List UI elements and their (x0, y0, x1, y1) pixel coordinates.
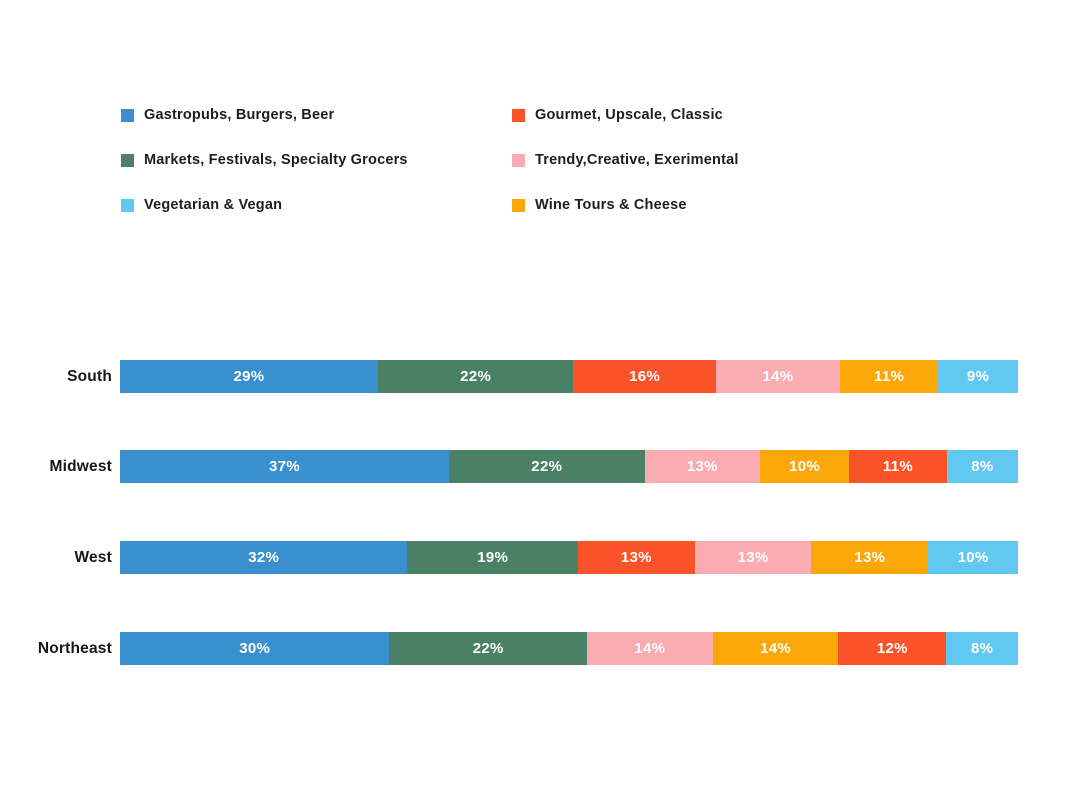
stacked-bar: 30% 22% 14% 14% 12% 8% (120, 632, 1019, 665)
legend-swatch-icon (512, 153, 525, 167)
legend: Gastropubs, Burgers, Beer Markets, Festiv… (121, 106, 903, 214)
bar-segment: 14% (712, 632, 839, 665)
legend-item: Vegetarian & Vegan (121, 196, 512, 214)
chart-row: South 29% 22% 16% 14% 11% 9% (0, 360, 1018, 393)
bar-segment: 11% (849, 450, 947, 483)
legend-label: Wine Tours & Cheese (535, 197, 687, 213)
segment-value-label: 13% (620, 549, 652, 566)
legend-column-left: Gastropubs, Burgers, Beer Markets, Festiv… (121, 106, 512, 214)
segment-value-label: 30% (239, 640, 271, 657)
bar-segment: 8% (946, 450, 1018, 483)
segment-value-label: 22% (460, 368, 492, 385)
legend-swatch-icon (121, 108, 134, 122)
segment-value-label: 29% (233, 368, 265, 385)
segment-value-label: 32% (248, 549, 280, 566)
bar-segment: 10% (760, 450, 850, 483)
bar-segment: 22% (389, 632, 587, 665)
category-label: South (67, 368, 112, 385)
segment-value-label: 11% (882, 458, 914, 475)
stacked-bar: 37% 22% 13% 10% 11% 8% (120, 450, 1018, 483)
chart-row: Northeast 30% 22% 14% 14% 12% 8% (0, 632, 1019, 665)
chart-row: Midwest 37% 22% 13% 10% 11% 8% (0, 450, 1018, 483)
segment-value-label: 13% (854, 549, 886, 566)
bar-segment: 11% (840, 360, 938, 393)
segment-value-label: 22% (472, 640, 504, 657)
category-label: West (74, 549, 112, 566)
chart-row: West 32% 19% 13% 13% 13% 10% (0, 541, 1018, 574)
segment-value-label: 22% (531, 458, 563, 475)
segment-value-label: 37% (269, 458, 300, 475)
segment-value-label: 11% (874, 368, 905, 385)
bar-segment: 29% (120, 360, 378, 393)
bar-segment: 13% (577, 541, 695, 574)
segment-value-label: 10% (789, 458, 821, 475)
category-label: Midwest (49, 458, 112, 475)
bar-segment: 13% (694, 541, 812, 574)
legend-swatch-icon (512, 108, 525, 122)
segment-value-label: 14% (634, 640, 666, 657)
bar-segment: 14% (715, 360, 841, 393)
category-label: Northeast (37, 640, 112, 657)
legend-item: Gourmet, Upscale, Classic (512, 106, 903, 124)
legend-label: Gourmet, Upscale, Classic (535, 107, 723, 123)
stacked-bar: 32% 19% 13% 13% 13% 10% (120, 541, 1018, 574)
bar-segment: 19% (407, 541, 578, 574)
legend-label: Trendy,Creative, Exerimental (535, 152, 739, 168)
segment-value-label: 9% (966, 368, 990, 385)
legend-item: Wine Tours & Cheese (512, 196, 903, 214)
bar-segment: 12% (838, 632, 947, 665)
legend-label: Vegetarian & Vegan (144, 197, 283, 213)
bar-segment: 10% (928, 541, 1018, 574)
segment-value-label: 13% (686, 458, 718, 475)
legend-swatch-icon (121, 153, 134, 167)
bar-segment: 9% (937, 360, 1018, 393)
bar-segment: 14% (586, 632, 713, 665)
bar-segment: 32% (120, 541, 408, 574)
segment-value-label: 8% (971, 458, 994, 475)
legend-item: Trendy,Creative, Exerimental (512, 151, 903, 169)
segment-value-label: 12% (876, 640, 908, 657)
legend-item: Markets, Festivals, Specialty Grocers (121, 151, 512, 169)
segment-value-label: 10% (957, 549, 989, 566)
segment-value-label: 19% (477, 549, 509, 566)
segment-value-label: 16% (629, 368, 661, 385)
bar-segment: 13% (644, 450, 761, 483)
legend-column-right: Gourmet, Upscale, Classic Trendy,Creative… (512, 106, 903, 214)
legend-label: Markets, Festivals, Specialty Grocers (144, 152, 408, 168)
segment-value-label: 13% (737, 549, 769, 566)
stacked-bar: 29% 22% 16% 14% 11% 9% (120, 360, 1018, 393)
bar-segment: 16% (573, 360, 716, 393)
bar-segment: 30% (120, 632, 390, 665)
segment-value-label: 8% (970, 640, 994, 657)
segment-value-label: 14% (760, 640, 792, 657)
segment-value-label: 14% (762, 368, 794, 385)
bar-segment: 8% (946, 632, 1019, 665)
legend-label: Gastropubs, Burgers, Beer (144, 107, 335, 123)
legend-item: Gastropubs, Burgers, Beer (121, 106, 512, 124)
legend-swatch-icon (512, 198, 525, 212)
bar-segment: 22% (377, 360, 574, 393)
bar-segment: 13% (811, 541, 929, 574)
bar-segment: 22% (448, 450, 645, 483)
bar-segment: 37% (120, 450, 449, 483)
legend-swatch-icon (121, 198, 134, 212)
